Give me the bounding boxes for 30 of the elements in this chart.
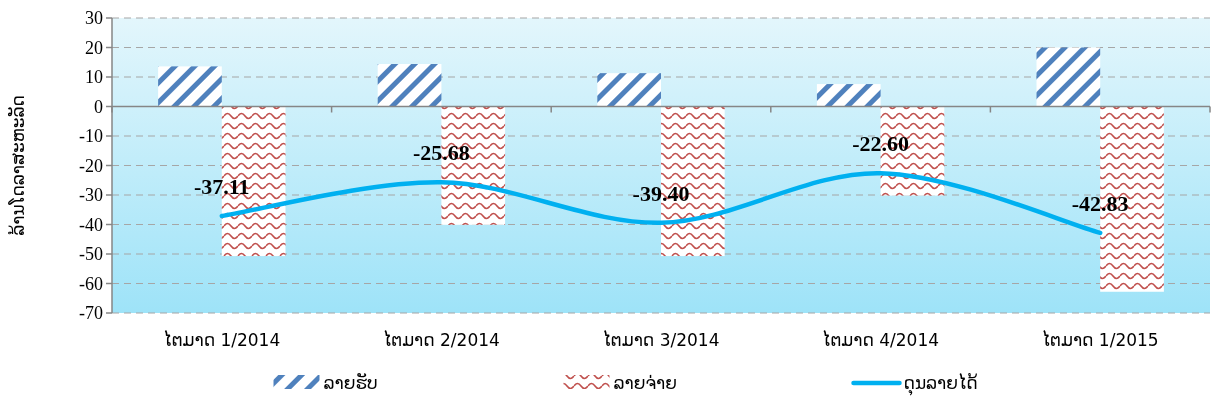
legend-label: ລາຍຮັບ <box>323 371 378 393</box>
x-tick-label: ໄຕມາດ 2/2014 <box>382 330 500 350</box>
y-tick-label: -40 <box>79 214 103 235</box>
data-label: -25.68 <box>412 140 470 166</box>
legend-label: ດຸນລາຍໄດ້ <box>903 373 978 396</box>
y-tick-label: -60 <box>79 273 103 294</box>
x-tick-label: ໄຕມາດ 3/2014 <box>602 330 720 350</box>
y-tick-label: -30 <box>79 185 103 205</box>
x-tick-label: ໄຕມາດ 4/2014 <box>822 330 940 350</box>
y-tick-label: -70 <box>79 303 103 323</box>
x-tick-label: ໄຕມາດ 1/2014 <box>163 330 281 350</box>
bar <box>816 84 881 107</box>
y-tick-label: 0 <box>94 96 103 117</box>
y-tick-label: -20 <box>79 155 103 176</box>
bar <box>1036 47 1101 107</box>
y-tick-label: -50 <box>79 244 103 264</box>
y-axis-title: ລ້ານໂດລາສະຫະລັດ <box>6 95 28 236</box>
y-tick-label: -10 <box>79 126 103 146</box>
legend-label: ລາຍຈ່າຍ <box>613 373 677 393</box>
bar <box>158 66 222 107</box>
data-label: -39.40 <box>632 180 690 206</box>
y-tick-label: 20 <box>85 37 103 58</box>
data-label: -22.60 <box>852 131 910 157</box>
bar <box>377 64 442 107</box>
bar <box>597 73 661 107</box>
y-tick-label: 30 <box>85 8 103 28</box>
x-tick-label: ໄຕມາດ 1/2015 <box>1041 330 1159 350</box>
data-label: -37.11 <box>193 173 250 199</box>
data-label: -42.83 <box>1071 190 1129 216</box>
y-tick-label: 10 <box>85 67 103 87</box>
